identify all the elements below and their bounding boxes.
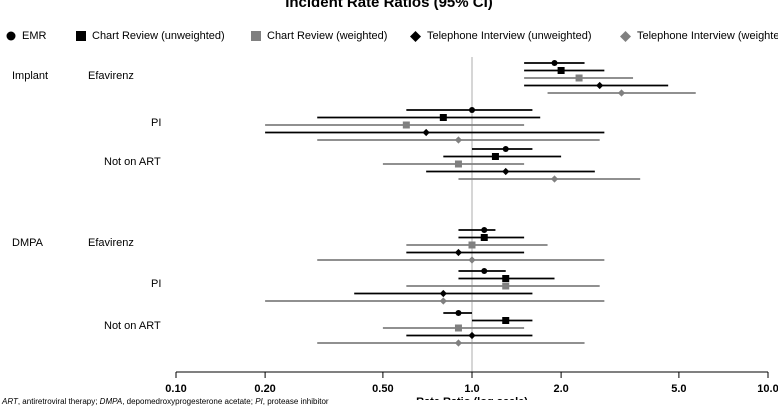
chart-title: Incident Rate Ratios (95% CI): [285, 0, 493, 11]
legend-item-telephone-interview-weighted: Telephone Interview (weighted): [620, 30, 778, 42]
x-tick-label: 10.0: [757, 383, 778, 395]
footnote-dmpa-abbr: DMPA: [99, 397, 123, 406]
point-estimate-diamond: [422, 128, 430, 137]
point-estimate-circle: [455, 310, 462, 316]
point-estimate-circle: [551, 60, 558, 66]
point-estimate-square: [557, 67, 565, 74]
point-estimate-diamond: [454, 136, 463, 144]
point-estimate-diamond: [439, 297, 447, 305]
point-estimate-square: [454, 160, 462, 168]
point-estimate-square: [575, 74, 583, 82]
legend-square-icon: [251, 31, 261, 41]
legend-item-emr: EMR: [6, 30, 46, 42]
footnote-pi-text: , protease inhibitor: [262, 397, 329, 406]
point-estimate-square: [502, 275, 510, 282]
row-label: Not on ART: [104, 320, 161, 332]
legend-label: Telephone Interview (weighted): [637, 30, 778, 42]
point-estimate-square: [468, 241, 476, 249]
x-tick-label: 1.0: [464, 383, 479, 395]
point-estimate-square: [480, 234, 488, 241]
footnote-pi-abbr: PI: [255, 397, 263, 406]
group-label: DMPA: [12, 237, 44, 249]
legend-diamond-icon: [410, 30, 421, 42]
point-estimate-circle: [502, 146, 509, 152]
legend-square-icon: [76, 31, 86, 41]
forest-plot: 0.10 0.20 0.50 1.0 2.0 5.0 10.0 Rate Ratio (log…: [12, 57, 778, 400]
point-estimate-diamond: [439, 289, 447, 298]
x-tick-label: 0.20: [254, 383, 275, 395]
row-label: PI: [151, 278, 161, 290]
legend-item-chart-review-unweighted: Chart Review (unweighted): [76, 30, 225, 42]
group-label: Implant: [12, 70, 48, 82]
point-estimate-square: [402, 121, 410, 129]
point-estimate-square: [502, 282, 510, 290]
row-label: Efavirenz: [88, 237, 134, 249]
row-label: PI: [151, 117, 161, 129]
legend: EMR Chart Review (unweighted) Chart Revi…: [0, 30, 778, 46]
legend-circle-icon: [6, 31, 16, 41]
legend-label: Chart Review (weighted): [267, 30, 388, 42]
x-tick-label: 5.0: [671, 383, 686, 395]
point-estimate-diamond: [502, 167, 510, 176]
point-estimate-diamond: [596, 81, 604, 90]
footnote-dmpa-text: , depomedroxyprogesterone acetate;: [122, 397, 256, 406]
row-label: Not on ART: [104, 156, 161, 168]
row-label: Efavirenz: [88, 70, 134, 82]
point-estimate-square: [454, 324, 462, 332]
x-tick-label: 0.10: [165, 383, 186, 395]
footnote-art-text: , antiretroviral therapy;: [17, 397, 100, 406]
x-tick-label: 2.0: [553, 383, 568, 395]
footnote-art-abbr: ART: [2, 397, 18, 406]
x-axis-label: Rate Ratio (log scale): [416, 396, 528, 400]
footnote: ART, antiretroviral therapy; DMPA, depom…: [2, 397, 329, 406]
legend-diamond-icon: [620, 30, 631, 42]
legend-item-telephone-interview-unweighted: Telephone Interview (unweighted): [410, 30, 592, 42]
point-estimate-diamond: [468, 256, 476, 264]
legend-label: EMR: [22, 30, 47, 42]
point-estimate-diamond: [468, 331, 476, 340]
point-estimate-square: [491, 153, 499, 160]
x-tick-label: 0.50: [372, 383, 393, 395]
point-estimate-circle: [481, 268, 488, 274]
point-estimate-circle: [481, 227, 488, 233]
point-estimate-diamond: [550, 175, 559, 183]
point-estimate-diamond: [454, 339, 463, 347]
point-estimate-circle: [469, 107, 475, 113]
point-estimate-square: [502, 317, 510, 324]
legend-item-chart-review-weighted: Chart Review (weighted): [251, 30, 387, 42]
point-estimate-square: [439, 114, 447, 121]
point-estimate-diamond: [617, 89, 626, 97]
legend-label: Telephone Interview (unweighted): [427, 30, 592, 42]
point-estimate-diamond: [454, 248, 463, 257]
legend-label: Chart Review (unweighted): [92, 30, 225, 42]
